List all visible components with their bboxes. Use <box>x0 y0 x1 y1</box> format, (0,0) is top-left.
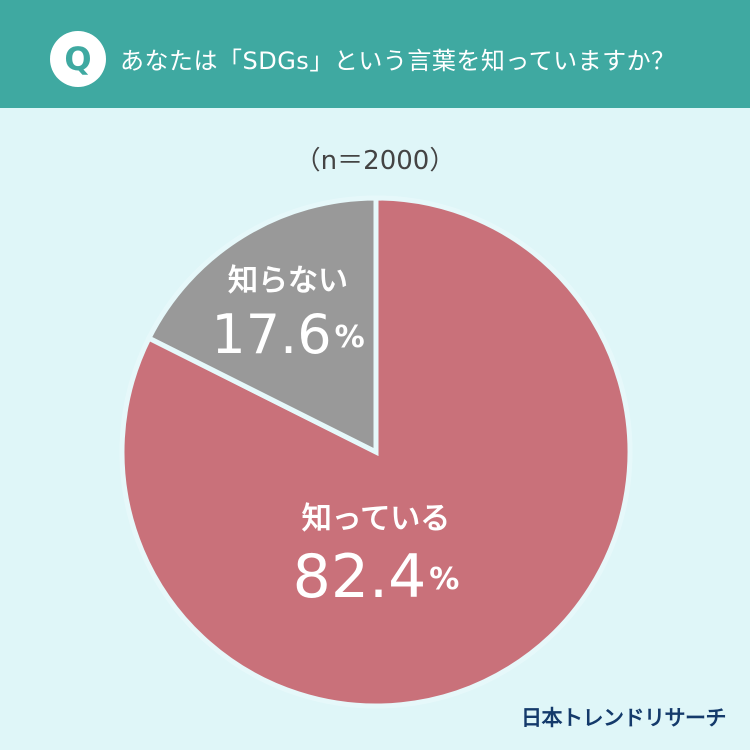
slice-value-know: 82.4% <box>293 542 460 612</box>
q-badge: Q <box>50 31 106 87</box>
brand-logo: 日本トレンドリサーチ <box>521 706 727 730</box>
sample-size-label: （n＝2000） <box>294 146 456 176</box>
slice-value-dont-know: 17.6% <box>211 303 364 366</box>
question-text: あなたは「SDGs」という言葉を知っていますか？ <box>120 46 676 75</box>
pie-slice-know <box>119 195 633 709</box>
slice-label-know: 知っている <box>302 502 451 537</box>
pie-slice-dont-know <box>145 195 379 457</box>
slice-label-dont-know: 知らない <box>228 264 348 299</box>
question-header: Q あなたは「SDGs」という言葉を知っていますか？ <box>0 0 750 108</box>
